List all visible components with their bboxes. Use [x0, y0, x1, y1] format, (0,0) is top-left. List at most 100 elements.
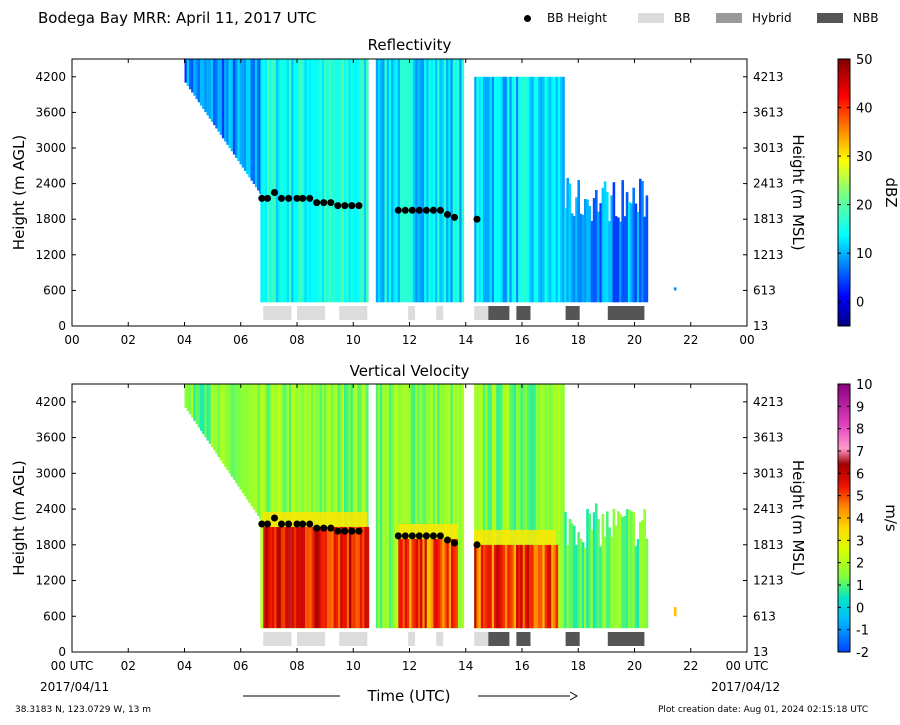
bb-class-bar — [474, 306, 489, 320]
x-tick-label: 20 — [627, 659, 642, 673]
echo-column — [350, 384, 354, 629]
bb-height-point — [473, 215, 481, 223]
echo-column — [428, 59, 432, 303]
bb-height-point — [258, 194, 266, 202]
fall-speed-column — [527, 544, 530, 629]
echo-column — [540, 76, 543, 303]
echo-column — [322, 59, 325, 303]
echo-column — [380, 59, 383, 303]
echo-column — [522, 384, 526, 629]
echo-column — [496, 76, 499, 303]
echo-column — [573, 216, 576, 303]
legend-label: Hybrid — [752, 11, 792, 25]
echo-column — [230, 59, 234, 152]
echo-column — [333, 384, 336, 629]
echo-column — [630, 203, 633, 303]
echo-column — [191, 384, 194, 418]
echo-column — [533, 76, 537, 303]
echo-column — [673, 607, 677, 617]
echo-column — [507, 384, 510, 629]
echo-column — [355, 59, 358, 303]
echo-column — [606, 191, 609, 303]
fall-speed-column — [411, 538, 414, 629]
echo-column — [413, 59, 416, 303]
bb-height-point — [355, 527, 363, 535]
echo-column — [213, 59, 216, 126]
fall-speed-column — [511, 544, 515, 629]
y-axis-label-right: Height (m MSL) — [789, 460, 807, 576]
echo-column — [599, 546, 602, 629]
fall-speed-column — [355, 526, 359, 629]
fall-speed-column — [316, 526, 319, 629]
fall-speed-column — [267, 526, 271, 629]
colorbar — [837, 58, 851, 327]
fall-speed-column — [331, 526, 334, 629]
echo-column — [553, 76, 556, 303]
echo-column — [399, 384, 403, 629]
echo-column — [584, 547, 587, 629]
echo-column — [197, 59, 201, 103]
fall-speed-column — [455, 538, 458, 629]
echo-column — [634, 203, 638, 303]
echo-column — [437, 59, 440, 303]
echo-column — [546, 384, 550, 629]
fall-speed-column — [509, 544, 512, 629]
echo-column — [575, 197, 578, 303]
echo-column — [199, 384, 203, 431]
echo-column — [564, 208, 567, 303]
echo-column — [549, 76, 552, 303]
echo-column — [454, 59, 458, 303]
echo-column — [457, 59, 460, 303]
echo-column — [424, 59, 427, 303]
echo-column — [575, 544, 578, 629]
echo-column — [344, 59, 347, 303]
y-tick-label-right: 13 — [753, 319, 768, 333]
echo-column — [461, 384, 465, 629]
echo-column — [355, 384, 358, 629]
echo-column — [289, 384, 292, 629]
colorbar-tick-label: 20 — [856, 199, 873, 214]
echo-column — [643, 509, 646, 629]
x-tick-label: 06 — [233, 333, 248, 347]
date-start-label: 2017/04/11 — [40, 680, 110, 694]
bb-height-point — [341, 202, 349, 210]
fall-speed-column — [505, 544, 508, 629]
colorbar-tick-label: 8 — [856, 423, 864, 438]
echo-column — [421, 59, 425, 303]
echo-column — [430, 59, 434, 303]
echo-column — [538, 76, 541, 303]
echo-column — [237, 59, 240, 162]
echo-column — [603, 536, 607, 629]
echo-column — [628, 201, 631, 303]
fall-speed-column — [531, 544, 534, 629]
fall-speed-column — [420, 538, 423, 629]
colorbar-tick-label: 9 — [856, 400, 864, 415]
y-tick-label-left: 1800 — [35, 212, 66, 226]
fall-speed-column — [426, 538, 430, 629]
fall-speed-column — [296, 526, 299, 629]
y-axis-label-left: Height (m AGL) — [10, 135, 28, 250]
bb-class-bar — [516, 632, 531, 646]
echo-column — [239, 59, 243, 165]
echo-column — [406, 59, 410, 303]
echo-column — [599, 203, 602, 303]
y-tick-label-left: 600 — [43, 283, 66, 297]
echo-column — [625, 509, 629, 629]
echo-column — [584, 199, 587, 303]
echo-column — [520, 384, 523, 629]
echo-column — [197, 384, 201, 428]
bb-height-point — [451, 213, 458, 221]
echo-column — [291, 384, 294, 629]
bb-height-point — [408, 532, 416, 540]
echo-column — [614, 216, 618, 303]
echo-column — [632, 512, 635, 629]
echo-column — [202, 384, 205, 434]
echo-column — [254, 384, 258, 513]
echo-column — [608, 221, 611, 303]
echo-column — [560, 384, 563, 629]
echo-column — [313, 59, 316, 303]
x-tick-label: 20 — [627, 333, 642, 347]
echo-column — [337, 384, 340, 629]
echo-column — [524, 384, 528, 629]
echo-column — [621, 180, 624, 303]
